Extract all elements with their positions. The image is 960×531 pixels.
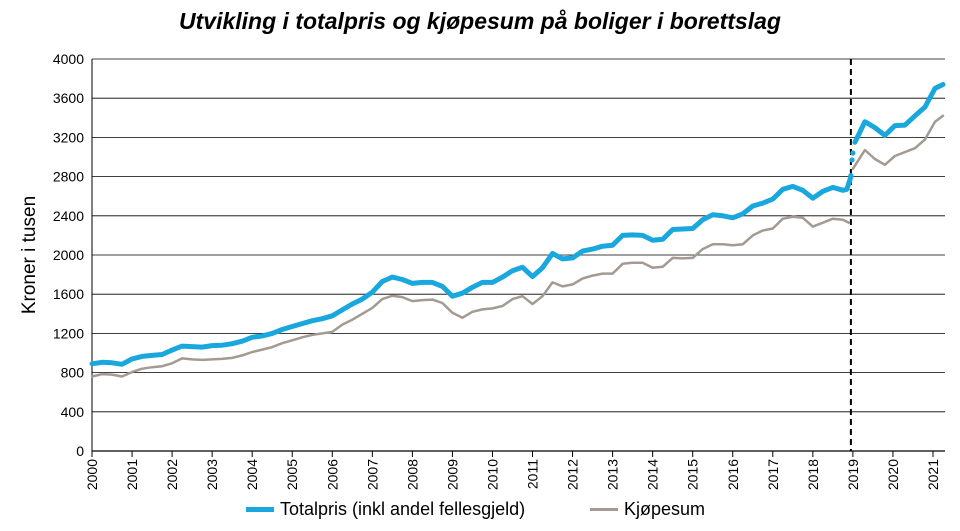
y-tick-label-1600: 1600: [53, 286, 84, 302]
series-line-totalpris-segment-0: [89, 174, 854, 367]
x-tick-label-2008: 2008: [404, 459, 420, 490]
x-tick-label-2000: 2000: [84, 459, 100, 490]
x-tick-label-2010: 2010: [484, 459, 500, 490]
x-tick-label-2014: 2014: [645, 459, 661, 490]
y-tick-label-800: 800: [61, 365, 85, 381]
x-tick-label-2019: 2019: [845, 459, 861, 490]
x-tick-label-2012: 2012: [565, 459, 581, 490]
x-tick-label-2013: 2013: [605, 459, 621, 490]
y-tick-label-2000: 2000: [53, 247, 84, 263]
x-tick-label-2007: 2007: [364, 459, 380, 490]
x-tick-label-2021: 2021: [925, 459, 941, 490]
x-tick-label-2001: 2001: [124, 459, 140, 490]
x-tick-label-2017: 2017: [765, 459, 781, 490]
y-tick-label-0: 0: [76, 443, 84, 459]
x-tick-label-2018: 2018: [805, 459, 821, 490]
legend-swatch: [590, 507, 618, 511]
legend-item-totalpris: Totalpris (inkl andel fellesgjeld): [246, 496, 525, 522]
series-line-kjopesum-segment-0: [90, 215, 851, 378]
legend-swatch: [246, 506, 274, 512]
series-line-kjopesum-segment-1: [851, 114, 945, 171]
x-tick-label-2005: 2005: [284, 459, 300, 490]
y-tick-label-3200: 3200: [53, 129, 84, 145]
x-tick-label-2020: 2020: [885, 459, 901, 490]
legend-label: Totalpris (inkl andel fellesgjeld): [280, 498, 526, 519]
series-point-totalpris-1: [849, 157, 855, 163]
legend-label: Kjøpesum: [624, 498, 706, 519]
x-tick-label-2006: 2006: [324, 459, 340, 490]
x-tick-label-2004: 2004: [244, 459, 260, 490]
series-point-totalpris-0: [848, 173, 854, 179]
x-tick-label-2015: 2015: [685, 459, 701, 490]
x-tick-label-2016: 2016: [725, 459, 741, 490]
legend-item-kjopesum: Kjøpesum: [590, 496, 705, 522]
x-tick-label-2009: 2009: [444, 459, 460, 490]
y-tick-label-400: 400: [61, 404, 85, 420]
x-tick-label-2003: 2003: [204, 459, 220, 490]
chart-title: Utvikling i totalpris og kjøpesum på bol…: [179, 8, 781, 34]
x-tick-label-2002: 2002: [164, 459, 180, 490]
y-tick-label-2400: 2400: [53, 208, 84, 224]
y-tick-label-1200: 1200: [53, 325, 84, 341]
y-tick-label-2800: 2800: [53, 169, 84, 185]
legend: Totalpris (inkl andel fellesgjeld) Kjøpes…: [0, 496, 960, 522]
x-tick-label-2011: 2011: [525, 459, 541, 489]
series-point-totalpris-2: [850, 150, 856, 156]
y-tick-label-4000: 4000: [53, 51, 84, 67]
y-tick-label-3600: 3600: [53, 90, 84, 106]
series-line-totalpris-segment-1: [852, 82, 946, 145]
